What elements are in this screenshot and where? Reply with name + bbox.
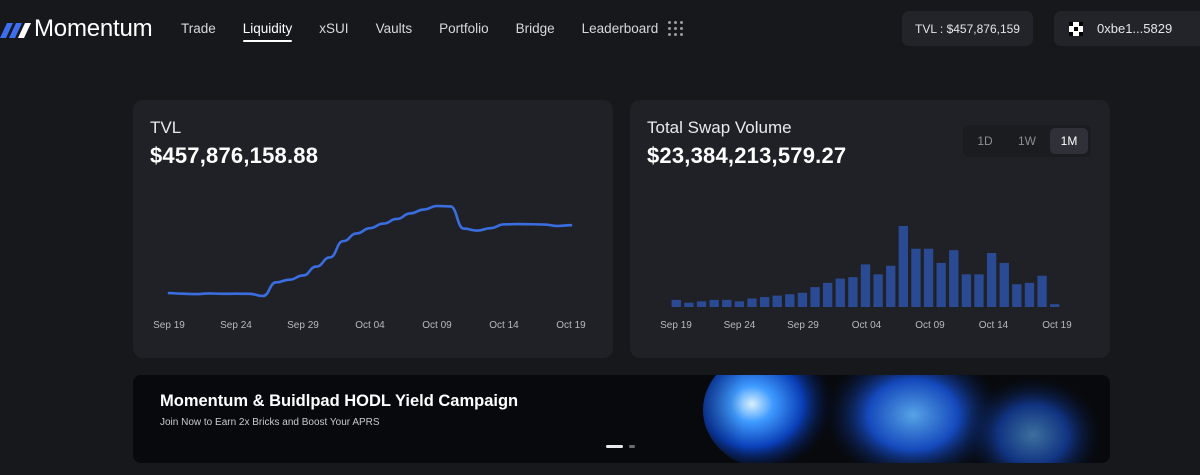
time-range-selector: 1D 1W 1M [963,125,1091,157]
volume-bar [772,295,782,307]
volume-bar [898,226,909,307]
x-tick-label: Oct 09 [422,320,452,331]
volume-bar [1012,284,1022,307]
volume-bar [671,299,681,307]
tvl-card: TVL $457,876,158.88 Sep 19 Sep 24 Sep 29 Oc… [133,100,613,358]
x-tick-label: Sep 24 [220,320,252,331]
volume-bar [810,287,820,307]
nav-portfolio[interactable]: Portfolio [439,21,489,36]
nav-leaderboard[interactable]: Leaderboard [581,21,659,36]
volume-bar [747,298,757,307]
volume-bar [822,282,833,307]
volume-bar [785,294,795,307]
volume-bar [949,250,959,307]
nav-vaults[interactable]: Vaults [375,21,413,36]
tvl-line-chart[interactable]: Sep 19 Sep 24 Sep 29 Oct 04 Oct 09 Oct 14 Oct … [133,100,613,358]
x-tick-label: Oct 04 [355,320,385,331]
volume-bar [1037,275,1047,307]
tvl-badge: TVL : $457,876,159 [902,11,1033,46]
nav-liquidity[interactable]: Liquidity [242,19,292,42]
nav-bridge[interactable]: Bridge [515,21,555,36]
volume-bar [722,299,732,307]
range-1w-button[interactable]: 1W [1018,134,1036,148]
range-1d-button[interactable]: 1D [977,134,993,148]
banner-artwork [603,375,1103,463]
volume-bar [974,274,984,307]
nav-trade[interactable]: Trade [181,21,216,36]
volume-bar [848,277,858,307]
main-nav: Trade Liquidity xSUI Vaults Portfolio Br… [181,19,685,42]
wallet-qr-icon [1069,21,1083,36]
volume-bar [759,297,770,307]
grid-dots-icon[interactable] [668,21,683,36]
volume-bar [986,253,997,307]
volume-bar [734,301,745,307]
tvl-line-series [167,204,573,298]
tvl-card-value: $457,876,158.88 [150,143,319,168]
volume-bar [886,265,896,307]
volume-bar [961,274,972,307]
carousel-dot-active[interactable] [606,445,623,448]
volume-bar [873,274,883,307]
volume-bar [936,262,946,307]
banner-subtitle: Join Now to Earn 2x Bricks and Boost You… [160,417,380,428]
volume-bar [696,301,707,307]
tvl-card-label: TVL [150,118,182,137]
volume-bar [911,248,921,307]
x-tick-label: Oct 04 [852,320,882,331]
swap-volume-label: Total Swap Volume [647,118,792,137]
volume-bar [1050,304,1060,307]
volume-bar [1024,282,1035,307]
wallet-button[interactable]: 0xbe1...5829 [1054,11,1200,46]
top-nav-bar: Momentum Trade Liquidity xSUI Vaults Por… [0,0,1200,58]
x-tick-label: Sep 24 [724,320,756,331]
volume-bar [797,292,808,307]
swap-volume-bar-chart[interactable]: Sep 19 Sep 24 Sep 29 Oct 04 Oct 09 Oct 14 Oct … [630,100,1110,358]
volume-bar [999,262,1009,307]
volume-bar [835,278,845,307]
nav-xsui[interactable]: xSUI [319,21,349,36]
x-tick-label: Oct 19 [1042,320,1072,331]
x-tick-label: Oct 19 [556,320,586,331]
x-tick-label: Sep 19 [660,320,692,331]
banner-title: Momentum & Buidlpad HODL Yield Campaign [160,392,519,410]
campaign-banner[interactable]: Momentum & Buidlpad HODL Yield Campaign … [133,375,1110,463]
x-tick-label: Sep 29 [787,320,819,331]
volume-bar [923,248,934,307]
x-tick-label: Oct 09 [915,320,945,331]
carousel-dot[interactable] [629,445,635,448]
volume-bar [684,302,694,307]
x-tick-label: Oct 14 [979,320,1009,331]
brand-logo[interactable]: Momentum [0,14,153,44]
swap-volume-card: Total Swap Volume $23,384,213,579.27 1D … [630,100,1110,358]
volume-bar [709,299,719,307]
brand-name: Momentum [34,15,153,42]
volume-bar [860,264,871,307]
x-tick-label: Sep 19 [153,320,185,331]
swap-volume-value: $23,384,213,579.27 [647,143,847,168]
wallet-address: 0xbe1...5829 [1097,21,1173,36]
x-tick-label: Sep 29 [287,320,319,331]
x-tick-label: Oct 14 [489,320,519,331]
momentum-logo-icon [0,17,32,41]
range-1m-button[interactable]: 1M [1050,128,1088,154]
